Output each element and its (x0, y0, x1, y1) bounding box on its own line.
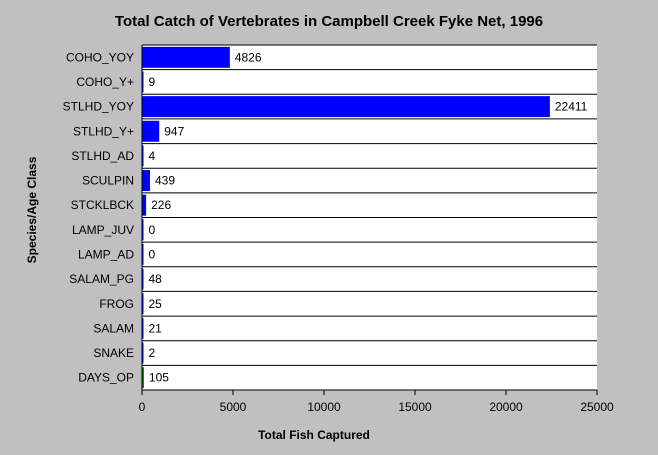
category-label: SCULPIN (82, 174, 134, 188)
category-label: SALAM (93, 321, 134, 335)
x-tick-label: 25000 (580, 400, 614, 414)
bar (142, 145, 144, 167)
bar (142, 96, 550, 118)
category-label: LAMP_AD (78, 247, 134, 261)
bars (142, 46, 550, 389)
category-label: STLHD_AD (71, 149, 134, 163)
category-label: STCKLBCK (71, 198, 134, 212)
gridlines (142, 44, 597, 391)
bar (142, 317, 144, 339)
bar (142, 46, 230, 68)
category-label: SNAKE (93, 346, 134, 360)
value-label: 105 (149, 371, 169, 385)
y-axis-title: Species/Age Class (25, 156, 39, 263)
bar (142, 120, 160, 142)
bar (142, 71, 144, 93)
value-label: 4826 (235, 50, 262, 64)
bar (142, 170, 150, 192)
value-label: 25 (149, 297, 163, 311)
category-label: COHO_Y+ (76, 75, 134, 89)
bar (142, 367, 144, 389)
category-label: DAYS_OP (78, 371, 134, 385)
bar (142, 219, 144, 241)
value-label: 226 (151, 198, 171, 212)
bar (142, 342, 144, 364)
value-label: 439 (155, 174, 175, 188)
category-label: FROG (99, 297, 134, 311)
bar (142, 293, 144, 315)
value-label: 0 (149, 247, 156, 261)
value-label: 947 (164, 124, 184, 138)
value-label: 4 (149, 149, 156, 163)
category-label: STLHD_Y+ (73, 124, 134, 138)
value-label: 21 (149, 321, 163, 335)
value-label: 48 (149, 272, 163, 286)
chart-title: Total Catch of Vertebrates in Campbell C… (115, 13, 543, 30)
x-tick-label: 0 (139, 400, 146, 414)
bar (142, 194, 147, 216)
value-label: 9 (149, 75, 156, 89)
bar (142, 243, 144, 265)
x-tick-label: 5000 (220, 400, 247, 414)
category-label: COHO_YOY (66, 50, 134, 64)
category-label: LAMP_JUV (72, 223, 134, 237)
x-tick-label: 15000 (398, 400, 432, 414)
value-labels: 4826 9 22411 947 4 439 226 0 0 48 25 21 2 105 (149, 50, 588, 384)
value-label: 0 (149, 223, 156, 237)
category-labels: COHO_YOY COHO_Y+ STLHD_YOY STLHD_Y+ STLHD_AD… (63, 50, 135, 384)
value-label: 2 (149, 346, 156, 360)
category-label: SALAM_PG (69, 272, 134, 286)
x-axis-ticks: 0 5000 10000 15000 20000 25000 (139, 390, 614, 414)
x-axis-title: Total Fish Captured (258, 428, 370, 442)
category-label: STLHD_YOY (63, 100, 134, 114)
x-tick-label: 20000 (489, 400, 523, 414)
value-label: 22411 (555, 100, 588, 114)
x-tick-label: 10000 (307, 400, 341, 414)
bar (142, 268, 144, 290)
